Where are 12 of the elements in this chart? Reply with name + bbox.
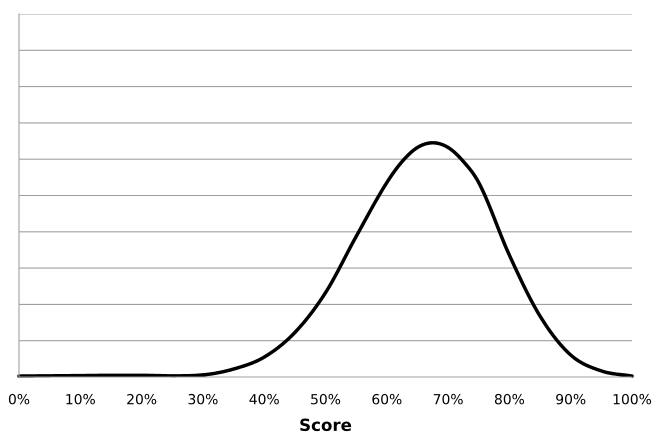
- x-tick-label: 10%: [66, 394, 95, 404]
- x-tick-label: 100%: [614, 394, 652, 404]
- x-axis-title: Score: [300, 418, 352, 432]
- x-tick-label: 0%: [8, 394, 30, 404]
- x-tick-label: 70%: [434, 394, 463, 404]
- x-tick-label: 30%: [188, 394, 218, 404]
- x-tick-label: 20%: [127, 394, 156, 404]
- x-tick-label: 50%: [311, 394, 340, 404]
- x-tick-label: 90%: [556, 394, 586, 404]
- x-tick-label: 40%: [249, 394, 279, 404]
- x-tick-label: 60%: [372, 394, 402, 404]
- x-tick-label: 80%: [494, 394, 524, 404]
